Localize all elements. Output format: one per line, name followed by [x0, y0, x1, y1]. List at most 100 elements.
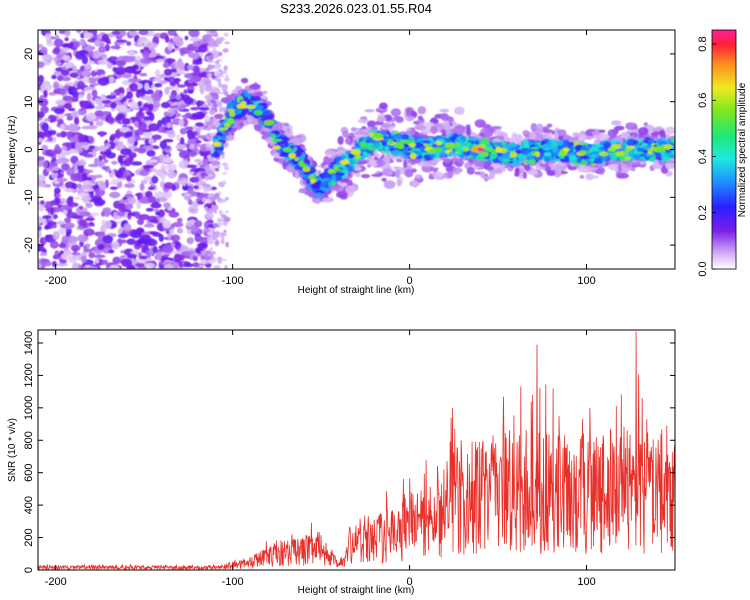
spectrogram-cell	[138, 214, 150, 221]
spectrogram-cell	[200, 255, 205, 260]
spectrogram-cell	[298, 160, 305, 167]
spectrogram-cell	[322, 197, 332, 203]
spectrogram-cell	[155, 169, 163, 177]
spectrogram-cell	[147, 186, 155, 191]
spectrogram-cell	[569, 136, 577, 141]
spectrogram-cell	[225, 197, 229, 201]
spectrogram-cell	[40, 200, 45, 205]
spectrogram-cell	[83, 244, 88, 252]
spectrogram-cell	[87, 104, 95, 109]
spectrogram-cell	[89, 121, 94, 126]
spectrogram-cell	[309, 167, 316, 174]
spectrogram-cell	[336, 172, 345, 177]
spectrogram-cell	[188, 30, 200, 37]
spectrogram-cell	[225, 105, 234, 110]
spectrogram-cell	[105, 143, 111, 148]
spectrogram-cell	[204, 100, 209, 106]
spectrogram-cell	[207, 84, 212, 91]
spectrogram-cell	[81, 55, 89, 65]
spectrogram-cell	[206, 34, 213, 37]
spectrogram-cell	[54, 108, 65, 115]
spectrogram-cell	[263, 119, 275, 126]
spectrogram-cell	[209, 30, 216, 34]
spectrogram-cell	[595, 157, 603, 161]
spectrogram-cell	[219, 92, 226, 95]
spectrogram-cell	[88, 135, 94, 141]
spectrogram-cell	[54, 197, 61, 205]
spectrogram-cell	[139, 183, 145, 191]
spectrogram-cell	[204, 115, 211, 122]
spectrogram-cell	[163, 264, 174, 269]
spectrogram-cell	[98, 46, 106, 53]
spectrogram-cell	[183, 193, 191, 197]
spectrogram-cell	[627, 150, 635, 157]
spectrogram-cell	[159, 140, 168, 149]
spectrogram-cell	[87, 228, 93, 235]
spectrogram-cell	[121, 73, 133, 79]
spectrogram-cell	[150, 219, 159, 223]
spectrogram-cell	[41, 122, 49, 132]
spectrogram-cell	[38, 174, 46, 181]
spectrogram-cell	[98, 155, 103, 162]
spectrogram-cell	[144, 176, 154, 181]
spectrogram-cell	[38, 225, 42, 231]
spectrogram-cell	[636, 147, 642, 152]
spectrogram-cell	[610, 139, 618, 146]
spectrogram-cell	[179, 47, 191, 55]
spectrogram-cell	[51, 223, 57, 229]
spectrogram-cell	[72, 262, 79, 269]
spectrogram-cell	[204, 67, 210, 73]
spectrogram-cell	[223, 122, 231, 128]
spectrogram-x-ticks: -200 -100 0 100	[45, 30, 596, 287]
spectrogram-cell	[192, 125, 197, 131]
spectrogram-cell	[361, 126, 367, 130]
spectrogram-cell	[103, 159, 109, 164]
spectrogram-cell	[218, 233, 222, 238]
spectrogram-cell	[265, 137, 274, 144]
spectrogram-cell	[67, 202, 79, 207]
spectrogram-cell	[46, 168, 54, 172]
spectrogram-cell	[176, 69, 186, 75]
spectrogram-cell	[379, 102, 388, 110]
spectrogram-cell	[99, 181, 107, 191]
spectrogram-cell	[593, 135, 601, 139]
spectrogram-cell	[204, 80, 210, 86]
spectrogram-cell	[126, 175, 132, 182]
spectrogram-cell	[196, 200, 205, 205]
spectrogram-cell	[586, 166, 598, 171]
spectrogram-cell	[115, 60, 126, 67]
spectrogram-cell	[509, 151, 517, 157]
spectrogram-cell	[213, 205, 219, 211]
spectrogram-cell	[58, 89, 67, 96]
spectrogram-cell	[77, 133, 85, 143]
spectrogram-cell	[205, 147, 213, 151]
spectrogram-cell	[177, 217, 183, 223]
spectrogram-cell	[246, 98, 251, 106]
spectrogram-cell	[578, 150, 587, 155]
spectrogram-cell	[489, 170, 496, 179]
spectrogram-cell	[55, 99, 66, 106]
spectrogram-cell	[75, 140, 83, 150]
spectrogram-cell	[205, 168, 209, 175]
spectrogram-cell	[166, 145, 171, 151]
figure-title: S233.2026.023.01.55.R04	[280, 1, 432, 16]
spectrogram-cell	[217, 165, 221, 169]
spectrogram-cell	[188, 46, 199, 51]
spectrogram-cell	[559, 145, 569, 149]
spectrogram-cell	[632, 140, 639, 145]
spectrogram-cell	[65, 131, 75, 137]
spectrogram-cell	[163, 202, 171, 209]
spectrogram-cell	[563, 147, 569, 153]
spectrogram-cell	[77, 234, 88, 243]
spectrogram-cell	[212, 141, 222, 147]
spectrogram-cell	[529, 131, 537, 140]
spectrogram-cell	[42, 160, 48, 169]
spectrogram-cell	[192, 52, 200, 60]
spectrogram-cell	[157, 93, 162, 99]
spectrogram-cell	[543, 152, 552, 157]
spectrogram-cell	[457, 160, 465, 164]
spectrogram-y-tick-label: -20	[23, 237, 35, 253]
spectrogram-cell	[86, 125, 98, 130]
spectrogram-cell	[184, 126, 195, 131]
